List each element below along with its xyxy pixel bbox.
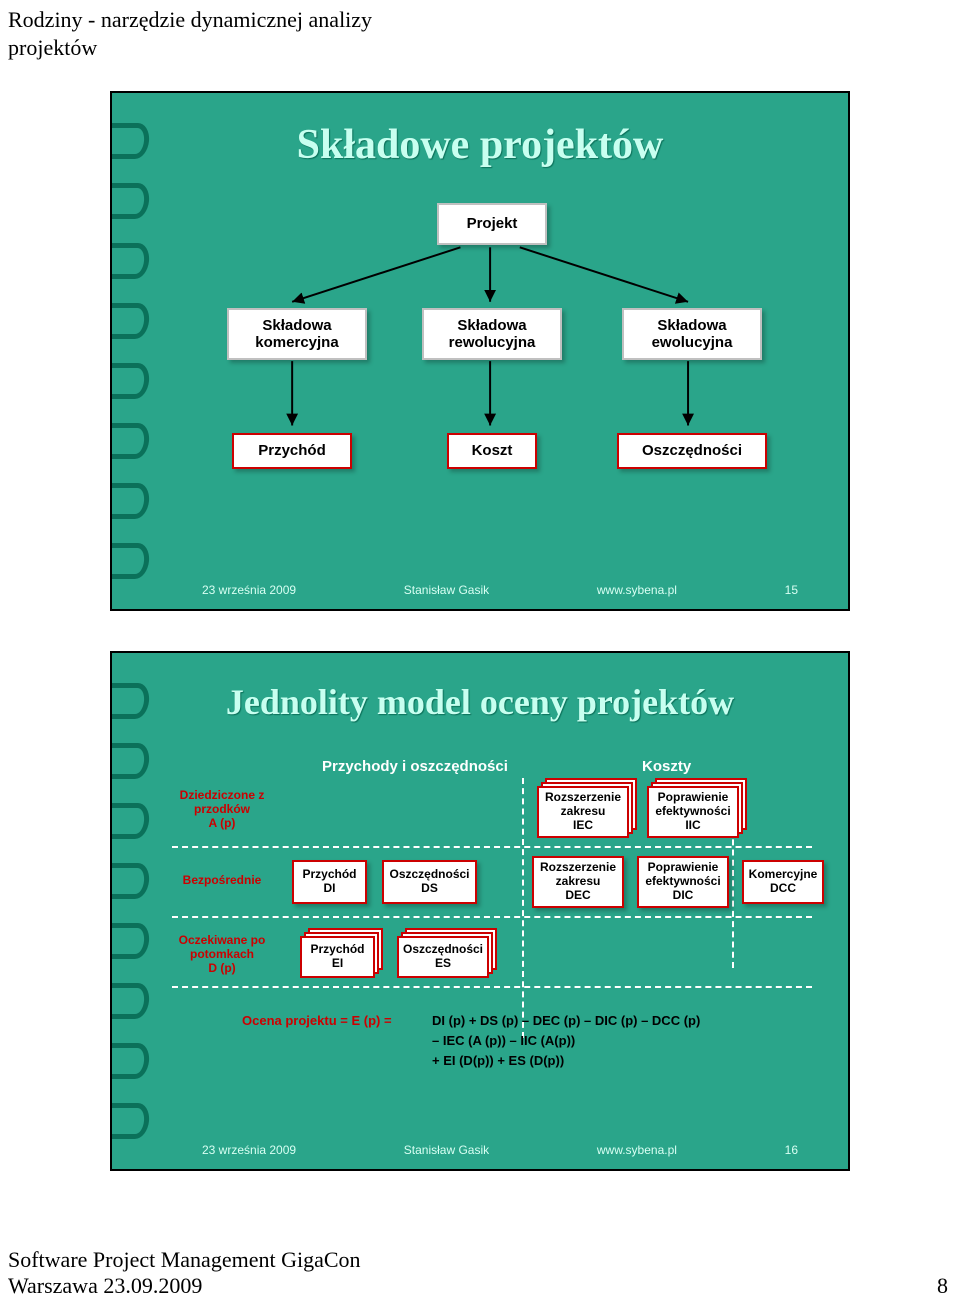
- projekt-label: Projekt: [467, 215, 518, 232]
- slide-2: Jednolity model oceny projektów Przychod…: [110, 651, 850, 1171]
- slide1-url: www.sybena.pl: [597, 583, 677, 597]
- formula-lead: Ocena projektu = E (p) =: [242, 1013, 392, 1028]
- hdr-koszty: Koszty: [642, 758, 691, 775]
- slide2-content: Przychody i oszczędności Koszty Dziedzic…: [172, 738, 828, 1129]
- box-ei: Przychód EI: [300, 936, 375, 978]
- box-iic: Poprawienie efektywności IIC: [647, 786, 739, 838]
- dash-row2: [172, 916, 812, 918]
- box-dic: Poprawienie efektywności DIC: [637, 856, 729, 908]
- row3-label: Oczekiwane po potomkach D (p): [172, 933, 272, 975]
- dash-sep-left: [522, 778, 524, 1038]
- box-rewolucyjna: Składowa rewolucyjna: [422, 308, 562, 360]
- slide2-footer: 23 września 2009 Stanisław Gasik www.syb…: [112, 1143, 848, 1157]
- box-oszcz: Oszczędności: [617, 433, 767, 469]
- box-komercyjna: Składowa komercyjna: [227, 308, 367, 360]
- box-es: Oszczędności ES: [397, 936, 489, 978]
- slide1-content: Projekt Składowa komercyjna Składowa rew…: [172, 183, 828, 569]
- slide1-author: Stanisław Gasik: [404, 583, 489, 597]
- page-number: 8: [937, 1273, 948, 1299]
- box-iec: Rozszerzenie zakresu IEC: [537, 786, 629, 838]
- box-koszt: Koszt: [447, 433, 537, 469]
- box-ewolucyjna: Składowa ewolucyjna: [622, 308, 762, 360]
- slide2-num: 16: [785, 1143, 798, 1157]
- row1-label: Dziedziczone z przodków A (p): [172, 788, 272, 830]
- dash-row3: [172, 986, 812, 988]
- box-przychod: Przychód: [232, 433, 352, 469]
- spiral-binding: [110, 123, 154, 579]
- page-header: Rodziny - narzędzie dynamicznej analizy …: [0, 0, 960, 61]
- spiral-binding-2: [110, 683, 154, 1139]
- page-footer: Software Project Management GigaCon Wars…: [8, 1247, 948, 1299]
- slide2-author: Stanisław Gasik: [404, 1143, 489, 1157]
- formula-line1: DI (p) + DS (p) – DEC (p) – DIC (p) – DC…: [432, 1013, 700, 1028]
- slide-1: Składowe projektów Projekt: [110, 91, 850, 611]
- footer-left: Software Project Management GigaCon Wars…: [8, 1247, 361, 1299]
- hdr-przychody: Przychody i oszczędności: [322, 758, 508, 775]
- slide2-date: 23 września 2009: [202, 1143, 296, 1157]
- box-dcc: Komercyjne DCC: [742, 860, 824, 904]
- header-line1: Rodziny - narzędzie dynamicznej analizy: [8, 7, 372, 32]
- box-dec: Rozszerzenie zakresu DEC: [532, 856, 624, 908]
- header-line2: projektów: [8, 35, 97, 60]
- box-ds: Oszczędności DS: [382, 860, 477, 904]
- box-projekt: Projekt: [437, 203, 547, 245]
- slide1-date: 23 września 2009: [202, 583, 296, 597]
- formula: Ocena projektu = E (p) =: [242, 1013, 392, 1028]
- formula-line2: – IEC (A (p)) – IIC (A(p)): [432, 1033, 575, 1048]
- dash-row1: [172, 846, 812, 848]
- slides-container: Składowe projektów Projekt: [110, 91, 850, 1171]
- formula-line3: + EI (D(p)) + ES (D(p)): [432, 1053, 564, 1068]
- box-di: Przychód DI: [292, 860, 367, 904]
- slide1-footer: 23 września 2009 Stanisław Gasik www.syb…: [112, 583, 848, 597]
- row2-label: Bezpośrednie: [172, 873, 272, 887]
- slide2-url: www.sybena.pl: [597, 1143, 677, 1157]
- slide1-title: Składowe projektów: [112, 93, 848, 169]
- slide2-title: Jednolity model oceny projektów: [112, 653, 848, 723]
- slide1-num: 15: [785, 583, 798, 597]
